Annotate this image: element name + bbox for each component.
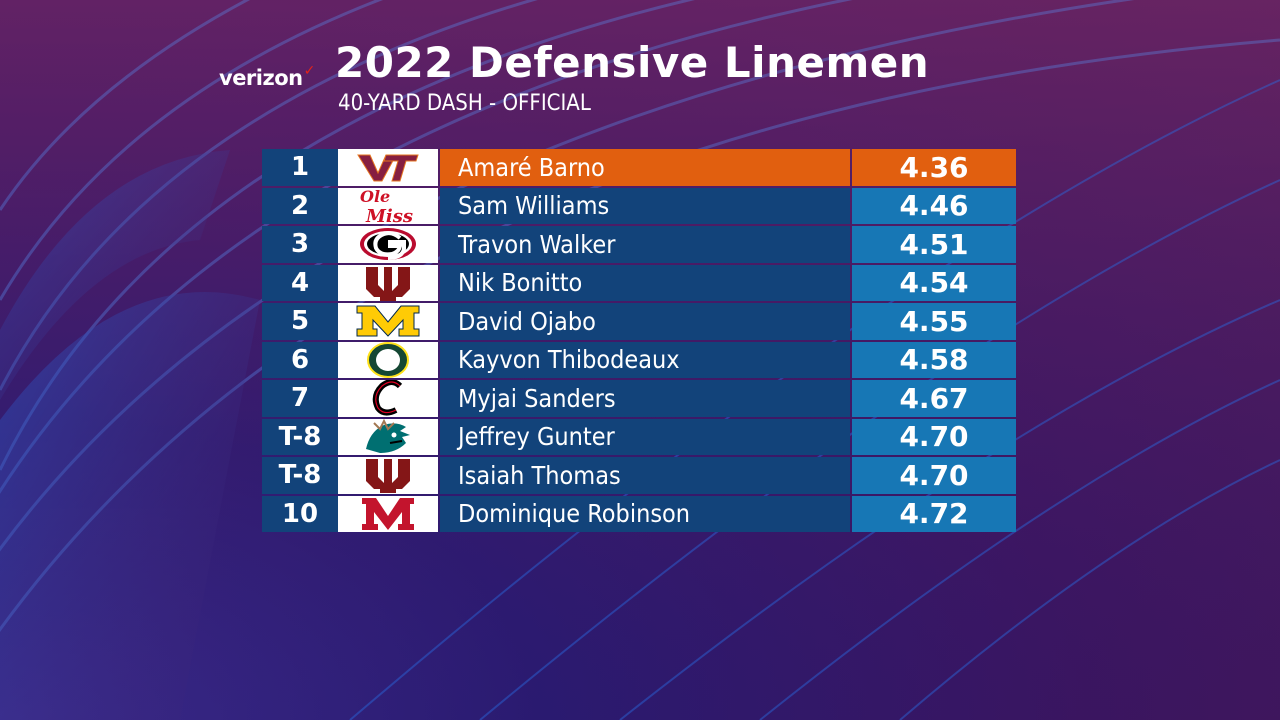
coastal-carolina-logo: [338, 418, 438, 455]
table-row: T-8 Jeffrey Gunter 4.70: [262, 418, 1016, 455]
cincinnati-logo: [338, 380, 438, 417]
ole-miss-logo: Ole Miss: [338, 187, 438, 224]
georgia-logo: [338, 226, 438, 263]
rank-cell: T-8: [262, 418, 338, 455]
virginia-tech-logo: [338, 149, 438, 186]
sponsor-logo: verizon✓: [219, 63, 316, 90]
table-row: 7 Myjai Sanders 4.67: [262, 380, 1016, 417]
miami-ohio-logo: [338, 495, 438, 532]
rank-cell: 1: [262, 149, 338, 186]
table-row: 1 Amaré Barno 4.36: [262, 149, 1016, 186]
player-name: David Ojabo: [440, 303, 850, 340]
player-name: Travon Walker: [440, 226, 850, 263]
rank-cell: 5: [262, 303, 338, 340]
table-row: 6 Kayvon Thibodeaux 4.58: [262, 341, 1016, 378]
time-cell: 4.51: [852, 226, 1016, 263]
table-row: 4 Nik Bonitto 4.54: [262, 264, 1016, 301]
michigan-logo: [338, 303, 438, 340]
sponsor-name: verizon: [219, 66, 303, 90]
rank-cell: 3: [262, 226, 338, 263]
table-row: 3 Travon Walker 4.51: [262, 226, 1016, 263]
player-name: Sam Williams: [440, 187, 850, 224]
svg-text:Ole: Ole: [360, 188, 390, 206]
rank-cell: 2: [262, 187, 338, 224]
page-subtitle: 40-YARD DASH - OFFICIAL: [338, 91, 591, 116]
player-name: Nik Bonitto: [440, 264, 850, 301]
time-cell: 4.72: [852, 495, 1016, 532]
rank-cell: 4: [262, 264, 338, 301]
oklahoma-logo: [338, 457, 438, 494]
svg-text:Miss: Miss: [365, 206, 413, 224]
leaderboard-table: 1 Amaré Barno 4.36 2 Ole Miss Sam Willia…: [262, 149, 1016, 534]
player-name: Amaré Barno: [440, 149, 850, 186]
time-cell: 4.67: [852, 380, 1016, 417]
time-cell: 4.58: [852, 341, 1016, 378]
oklahoma-logo: [338, 264, 438, 301]
check-icon: ✓: [303, 63, 316, 79]
player-name: Kayvon Thibodeaux: [440, 341, 850, 378]
rank-cell: 7: [262, 380, 338, 417]
page-title: 2022 Defensive Linemen: [335, 38, 930, 87]
player-name: Isaiah Thomas: [440, 457, 850, 494]
time-cell: 4.55: [852, 303, 1016, 340]
table-row: 5 David Ojabo 4.55: [262, 303, 1016, 340]
rank-cell: 10: [262, 495, 338, 532]
time-cell: 4.70: [852, 457, 1016, 494]
time-cell: 4.54: [852, 264, 1016, 301]
time-cell: 4.36: [852, 149, 1016, 186]
time-cell: 4.46: [852, 187, 1016, 224]
table-row: 10 Dominique Robinson 4.72: [262, 495, 1016, 532]
table-row: 2 Ole Miss Sam Williams 4.46: [262, 187, 1016, 224]
rank-cell: 6: [262, 341, 338, 378]
table-row: T-8 Isaiah Thomas 4.70: [262, 457, 1016, 494]
player-name: Myjai Sanders: [440, 380, 850, 417]
rank-cell: T-8: [262, 457, 338, 494]
player-name: Dominique Robinson: [440, 495, 850, 532]
oregon-logo: [338, 341, 438, 378]
time-cell: 4.70: [852, 418, 1016, 455]
header: verizon✓ 2022 Defensive Linemen 40-YARD …: [0, 0, 1280, 130]
player-name: Jeffrey Gunter: [440, 418, 850, 455]
